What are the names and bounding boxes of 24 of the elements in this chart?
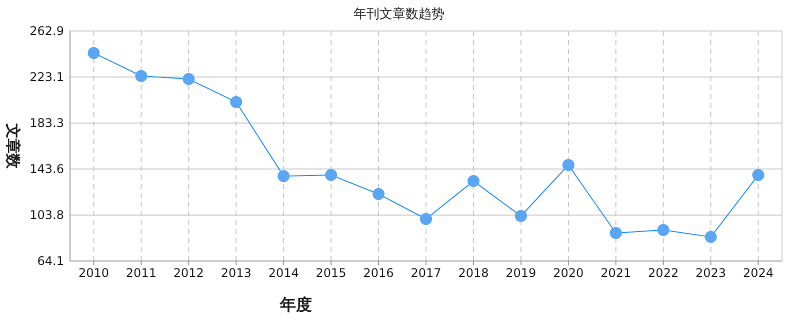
x-tick-label: 2022 <box>648 266 679 280</box>
chart-title: 年刊文章数趋势 <box>354 7 444 22</box>
x-tick-label: 2023 <box>696 266 726 280</box>
x-tick-label: 2018 <box>458 266 489 280</box>
x-axis-title: 年度 <box>279 295 312 314</box>
y-tick-label: 223.1 <box>30 70 64 84</box>
x-tick-label: 2017 <box>410 266 442 280</box>
x-tick-label: 2014 <box>268 266 299 280</box>
x-tick-label: 2011 <box>126 266 156 280</box>
x-tick-label: 2024 <box>742 266 774 280</box>
x-tick-label: 2016 <box>363 266 394 280</box>
y-tick-label: 183.3 <box>30 116 64 130</box>
y-tick-label: 64.1 <box>37 254 64 268</box>
x-tick-label: 2020 <box>553 266 584 280</box>
y-tick-label: 103.8 <box>30 208 64 222</box>
x-tick-label: 2013 <box>220 266 252 280</box>
x-tick-label: 2010 <box>78 266 110 280</box>
y-tick-label: 143.6 <box>30 162 64 176</box>
x-tick-label: 2012 <box>173 266 204 280</box>
x-tick-label: 2015 <box>316 266 346 280</box>
x-tick-label: 2019 <box>506 266 536 280</box>
y-tick-label: 262.9 <box>30 24 64 38</box>
x-tick-label: 2021 <box>600 266 632 280</box>
y-axis-title: 文章数 <box>4 122 22 170</box>
